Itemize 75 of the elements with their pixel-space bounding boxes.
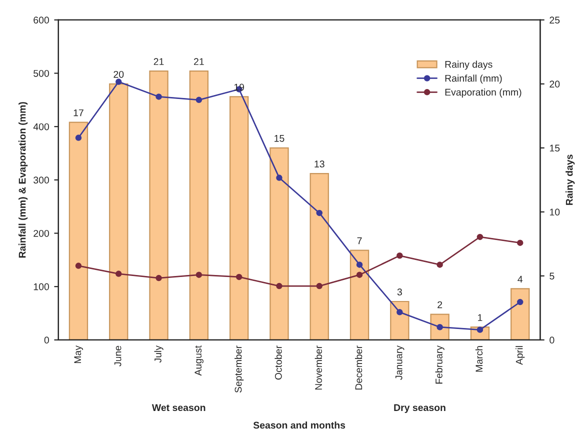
bar xyxy=(189,70,209,340)
bar xyxy=(270,147,289,340)
bar xyxy=(350,250,370,340)
data-label: 2 xyxy=(438,301,442,308)
legend-label: Rainy days xyxy=(445,60,492,70)
text: Wet season xyxy=(152,404,206,412)
bar xyxy=(310,172,329,340)
x-tick-label: January xyxy=(396,345,404,380)
x-tick-label: October xyxy=(274,346,282,380)
point xyxy=(396,309,403,316)
point xyxy=(476,234,484,240)
x-tick-label: July xyxy=(154,345,164,363)
y2-tick-label: 5 xyxy=(550,272,554,280)
data-label: 7 xyxy=(357,237,362,244)
y2-tick-label: 15 xyxy=(550,144,560,152)
y2-axis-title: Rainy days xyxy=(566,154,575,205)
data-label: 4 xyxy=(518,276,523,283)
text: Dry season xyxy=(394,404,446,413)
x-tick-label: May xyxy=(74,345,84,364)
point xyxy=(276,282,282,290)
legend-label: Evaporation (mm) xyxy=(445,88,522,98)
x-tick-label: November xyxy=(314,346,322,390)
point xyxy=(316,282,322,290)
y-tick-label: 200 xyxy=(34,230,49,237)
x-tick-label: September xyxy=(234,346,244,393)
point xyxy=(116,270,122,277)
y-tick-label: 400 xyxy=(33,123,49,130)
y-tick-label: 600 xyxy=(34,16,49,24)
y2-tick-label: 20 xyxy=(550,80,560,88)
data-label: 20 xyxy=(114,70,124,78)
y-tick-label: 300 xyxy=(34,176,49,184)
bar xyxy=(149,70,168,340)
x-tick-label: February xyxy=(435,345,444,384)
point xyxy=(316,210,322,216)
point xyxy=(276,174,282,181)
x-tick-label: June xyxy=(114,346,122,366)
data-label: 13 xyxy=(314,160,324,168)
point xyxy=(75,134,82,141)
y-axis-title: Rainfall (mm) & Evaporation (mm) xyxy=(18,102,28,258)
bar xyxy=(510,288,530,340)
point xyxy=(75,262,82,269)
y2-tick-label: 25 xyxy=(550,16,560,24)
x-tick-label: August xyxy=(194,346,204,376)
data-label: 21 xyxy=(194,58,204,65)
point xyxy=(156,274,162,282)
point xyxy=(236,274,242,280)
y2-tick-label: 0 xyxy=(550,336,554,344)
data-label: 17 xyxy=(74,109,84,116)
y-tick-label: 0 xyxy=(44,336,49,344)
bar xyxy=(68,122,88,340)
data-label: 21 xyxy=(154,58,164,65)
point xyxy=(356,272,363,278)
point xyxy=(156,94,162,100)
x-tick-label: March xyxy=(475,346,483,372)
bar xyxy=(390,300,410,340)
y-tick-label: 100 xyxy=(34,283,49,290)
bar xyxy=(229,96,249,340)
point xyxy=(517,298,524,306)
bar xyxy=(109,83,128,340)
point xyxy=(116,78,122,85)
point xyxy=(196,96,202,104)
data-label: 1 xyxy=(478,314,482,321)
y2-tick-label: 10 xyxy=(550,208,560,216)
x-tick-label: December xyxy=(354,346,362,390)
point xyxy=(436,262,443,268)
point xyxy=(196,272,202,278)
x-tick-label: April xyxy=(516,346,525,365)
data-label: 3 xyxy=(397,288,402,296)
data-label: 15 xyxy=(274,135,284,142)
legend-label: Rainfall (mm) xyxy=(445,74,502,84)
x-axis-title: Season and months xyxy=(253,422,346,429)
y-tick-label: 500 xyxy=(34,70,49,77)
point xyxy=(517,240,524,246)
point xyxy=(396,252,403,259)
point xyxy=(356,262,363,268)
